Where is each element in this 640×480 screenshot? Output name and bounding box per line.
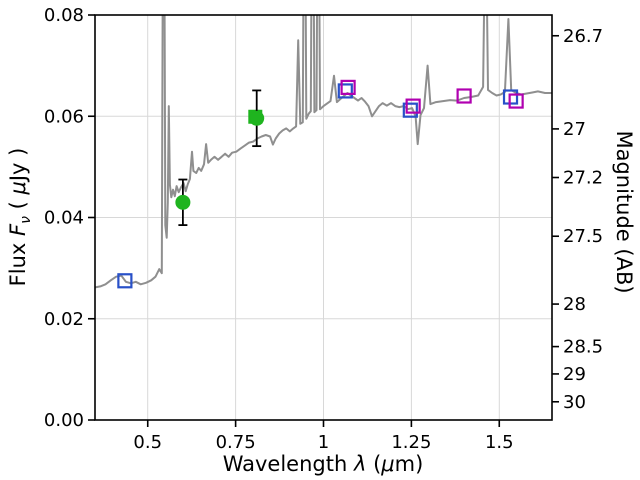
- y-tick-label-right: 30: [563, 392, 586, 413]
- mu-symbol: μ: [381, 452, 395, 476]
- x-tick-label: 0.5: [133, 432, 162, 453]
- x-axis-label-text: Wavelength: [222, 452, 354, 476]
- green-circles-with-errors: [175, 89, 265, 226]
- y-tick-label-left: 0.06: [44, 106, 84, 127]
- y-tick-label-right: 29: [563, 364, 586, 385]
- x-tick-label: 1: [318, 432, 329, 453]
- blue-open-squares: [117, 83, 519, 289]
- green-circles-with-errors-marker: [249, 110, 265, 126]
- nu-subscript: ν: [18, 216, 34, 224]
- y-axis-label-right: Magnitude (AB): [612, 130, 636, 294]
- blue-open-squares-marker: [402, 102, 418, 118]
- spectrum-line: [95, 15, 552, 289]
- x-tick-label: 1.25: [391, 432, 431, 453]
- x-tick-label: 0.75: [216, 432, 256, 453]
- y-tick-label-right: 27.5: [563, 226, 603, 247]
- blue-open-squares-marker: [117, 273, 133, 289]
- y-tick-label-right: 27: [563, 119, 586, 140]
- purple-open-squares: [340, 79, 524, 114]
- y-tick-label-right: 28.5: [563, 337, 603, 358]
- blue-open-squares-marker: [337, 83, 353, 99]
- mu-symbol-left: μ: [6, 181, 30, 195]
- purple-open-squares-marker: [405, 98, 421, 114]
- y-tick-label-left: 0.08: [44, 5, 84, 26]
- y-tick-label-left: 0.04: [44, 208, 84, 229]
- y-axis-label-left: Flux Fν ( μJy ): [6, 147, 34, 287]
- y-tick-label-left: 0.00: [44, 410, 84, 431]
- y-tick-label-right: 27.2: [563, 168, 603, 189]
- tick-marks: [88, 14, 559, 427]
- y-tick-label-right: 28: [563, 294, 586, 315]
- purple-open-squares-marker: [456, 88, 472, 104]
- purple-open-squares-marker: [508, 93, 524, 109]
- y-tick-label-left: 0.02: [44, 309, 84, 330]
- x-axis-label: Wavelength λ (μm): [222, 452, 424, 476]
- green-circles-with-errors-marker: [175, 194, 191, 210]
- spectrum-group: [95, 15, 552, 289]
- flux-symbol: F: [6, 223, 30, 237]
- purple-open-squares-marker: [340, 79, 356, 95]
- lambda-symbol: λ: [353, 452, 367, 476]
- x-tick-label: 1.5: [485, 432, 514, 453]
- y-tick-label-right: 26.7: [563, 26, 603, 47]
